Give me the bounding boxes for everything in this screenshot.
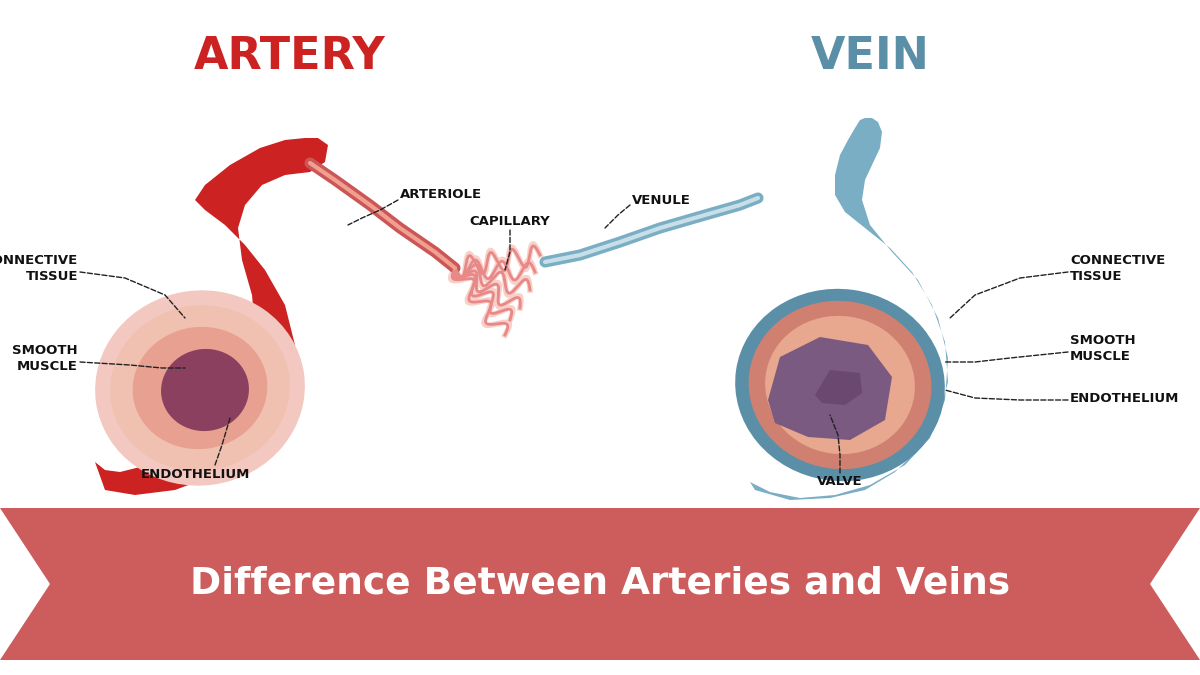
Text: ARTERY: ARTERY xyxy=(194,35,386,78)
Text: CONNECTIVE
TISSUE: CONNECTIVE TISSUE xyxy=(1070,254,1165,283)
Polygon shape xyxy=(0,508,1200,660)
Ellipse shape xyxy=(736,289,944,481)
Ellipse shape xyxy=(133,327,268,449)
Polygon shape xyxy=(815,370,862,405)
Text: ENDOTHELIUM: ENDOTHELIUM xyxy=(1070,392,1180,404)
Text: SMOOTH
MUSCLE: SMOOTH MUSCLE xyxy=(1070,333,1135,362)
Text: VEIN: VEIN xyxy=(810,35,930,78)
Text: ARTERIOLE: ARTERIOLE xyxy=(400,188,482,202)
Ellipse shape xyxy=(161,349,248,431)
Text: VALVE: VALVE xyxy=(817,475,863,488)
Text: CAPILLARY: CAPILLARY xyxy=(469,215,551,228)
Text: SMOOTH
MUSCLE: SMOOTH MUSCLE xyxy=(12,344,78,373)
Ellipse shape xyxy=(110,305,290,470)
Ellipse shape xyxy=(749,301,931,469)
Text: CONNECTIVE
TISSUE: CONNECTIVE TISSUE xyxy=(0,254,78,283)
Ellipse shape xyxy=(95,290,305,485)
Polygon shape xyxy=(745,118,948,500)
Polygon shape xyxy=(768,337,892,440)
Text: Difference Between Arteries and Veins: Difference Between Arteries and Veins xyxy=(190,566,1010,602)
Ellipse shape xyxy=(766,316,914,454)
Text: VENULE: VENULE xyxy=(632,194,691,207)
Text: ENDOTHELIUM: ENDOTHELIUM xyxy=(140,468,250,481)
Polygon shape xyxy=(95,138,328,495)
